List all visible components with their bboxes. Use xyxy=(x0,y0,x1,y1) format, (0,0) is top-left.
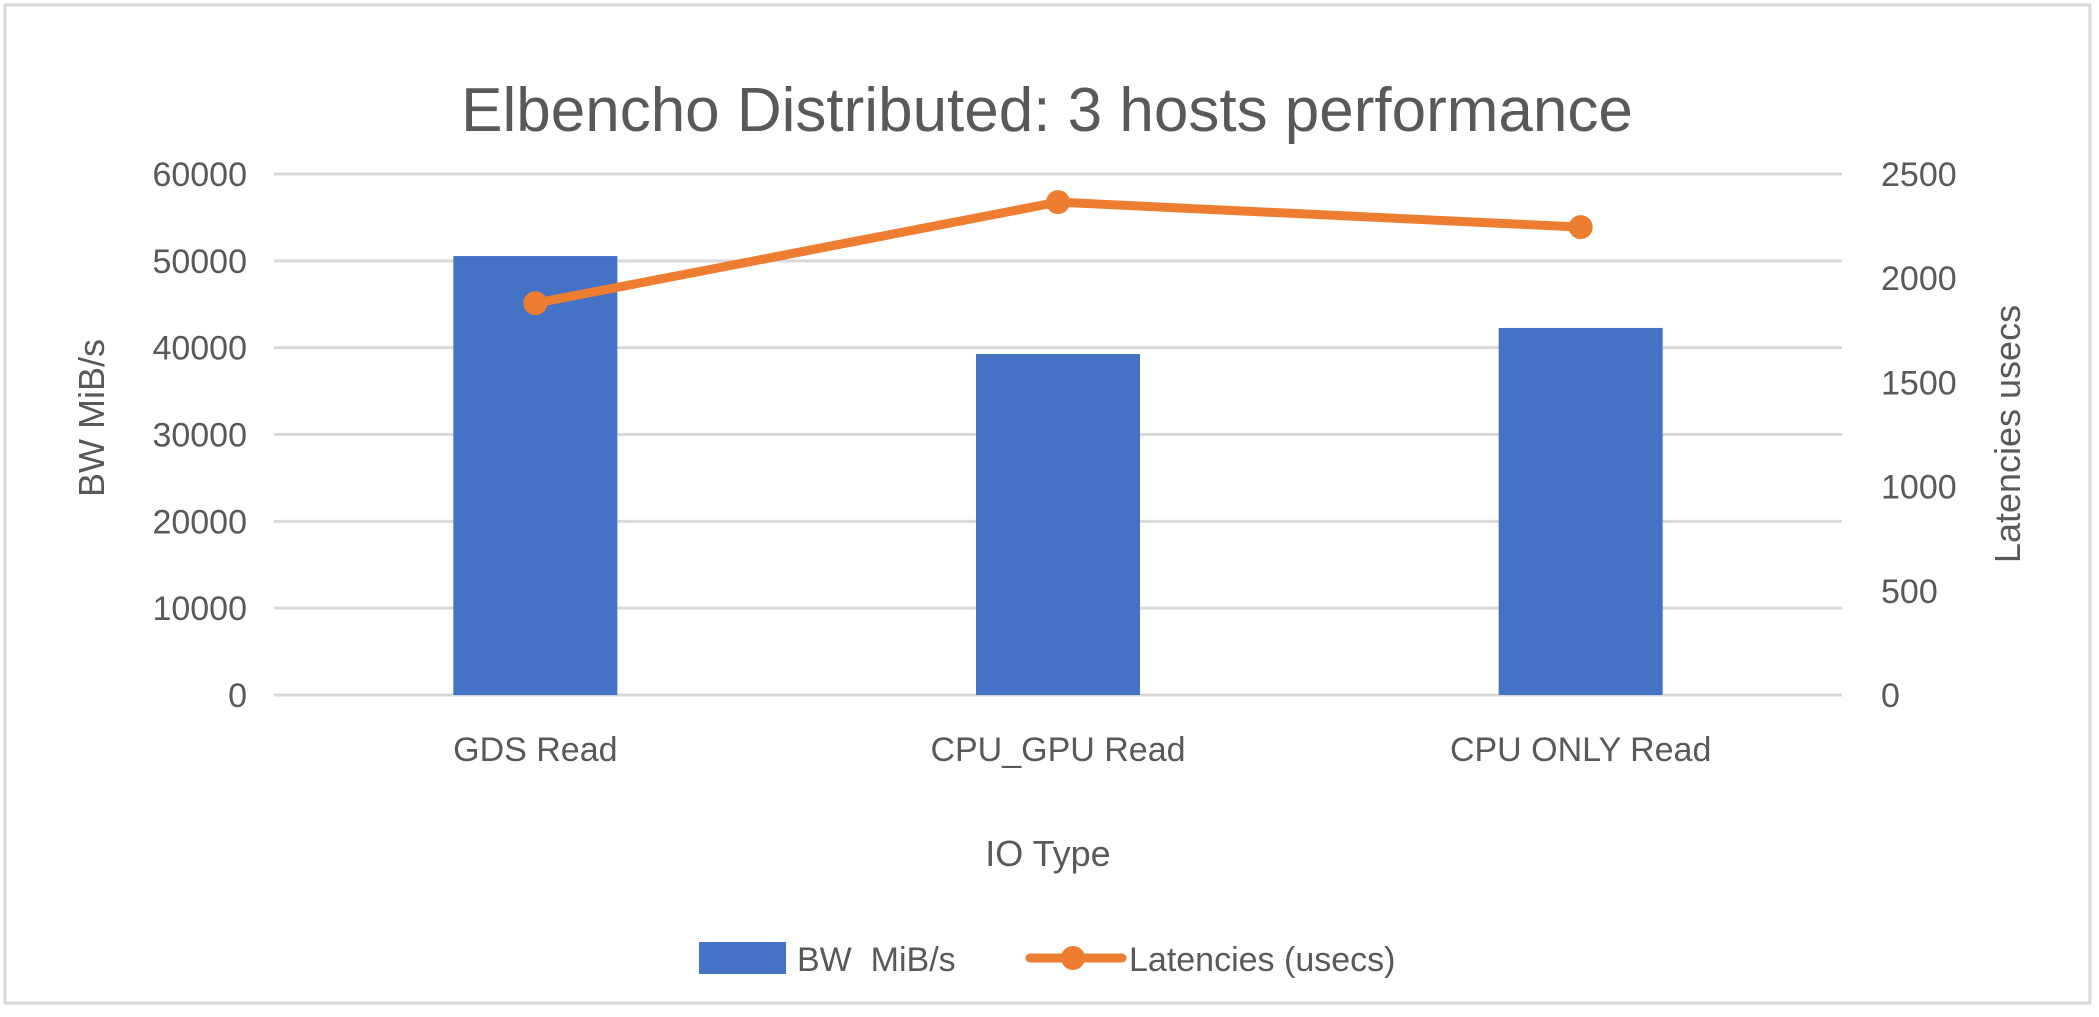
legend-label-latency: Latencies (usecs) xyxy=(1129,941,1395,979)
legend: BW MiB/s Latencies (usecs) xyxy=(699,941,1395,979)
legend-item-latency[interactable]: Latencies (usecs) xyxy=(1025,941,1395,979)
category-label: CPU_GPU Read xyxy=(930,731,1185,769)
right-axis-title: Latencies usecs xyxy=(1987,305,2028,563)
circle-marker-icon xyxy=(1061,946,1085,970)
x-axis-title: IO Type xyxy=(985,833,1110,874)
left-tick-label: 40000 xyxy=(152,330,247,368)
left-tick-label: 30000 xyxy=(152,417,247,455)
data-point-marker[interactable] xyxy=(523,291,548,316)
category-label: CPU ONLY Read xyxy=(1450,731,1711,769)
bar-series xyxy=(453,256,1663,695)
left-tick-label: 60000 xyxy=(152,156,247,194)
right-tick-label: 2000 xyxy=(1881,260,1957,298)
data-point-marker[interactable] xyxy=(1046,190,1070,215)
category-label: GDS Read xyxy=(453,731,617,769)
right-tick-label: 1500 xyxy=(1881,364,1957,402)
right-tick-label: 2500 xyxy=(1881,156,1957,194)
left-tick-label: 20000 xyxy=(152,503,247,541)
left-axis-ticks: 0 10000 20000 30000 40000 50000 60000 xyxy=(152,156,247,715)
legend-item-bw[interactable]: BW MiB/s xyxy=(699,941,956,979)
right-tick-label: 0 xyxy=(1881,677,1900,715)
data-point-marker[interactable] xyxy=(1568,215,1593,240)
right-axis-ticks: 0 500 1000 1500 2000 2500 xyxy=(1881,156,1957,715)
category-labels: GDS Read CPU_GPU Read CPU ONLY Read xyxy=(453,731,1711,769)
right-tick-label: 1000 xyxy=(1881,469,1957,507)
bar[interactable] xyxy=(453,256,618,695)
line-series xyxy=(523,190,1593,316)
left-tick-label: 0 xyxy=(228,677,247,715)
bar-swatch-icon xyxy=(699,942,786,974)
left-tick-label: 50000 xyxy=(152,243,247,281)
left-tick-label: 10000 xyxy=(152,590,247,628)
bar[interactable] xyxy=(1498,327,1663,695)
legend-label-bw: BW MiB/s xyxy=(797,941,956,979)
chart-title: Elbencho Distributed: 3 hosts performanc… xyxy=(461,76,1633,145)
right-tick-label: 500 xyxy=(1881,573,1938,611)
bar[interactable] xyxy=(976,354,1140,695)
left-axis-title: BW MiB/s xyxy=(71,339,112,497)
